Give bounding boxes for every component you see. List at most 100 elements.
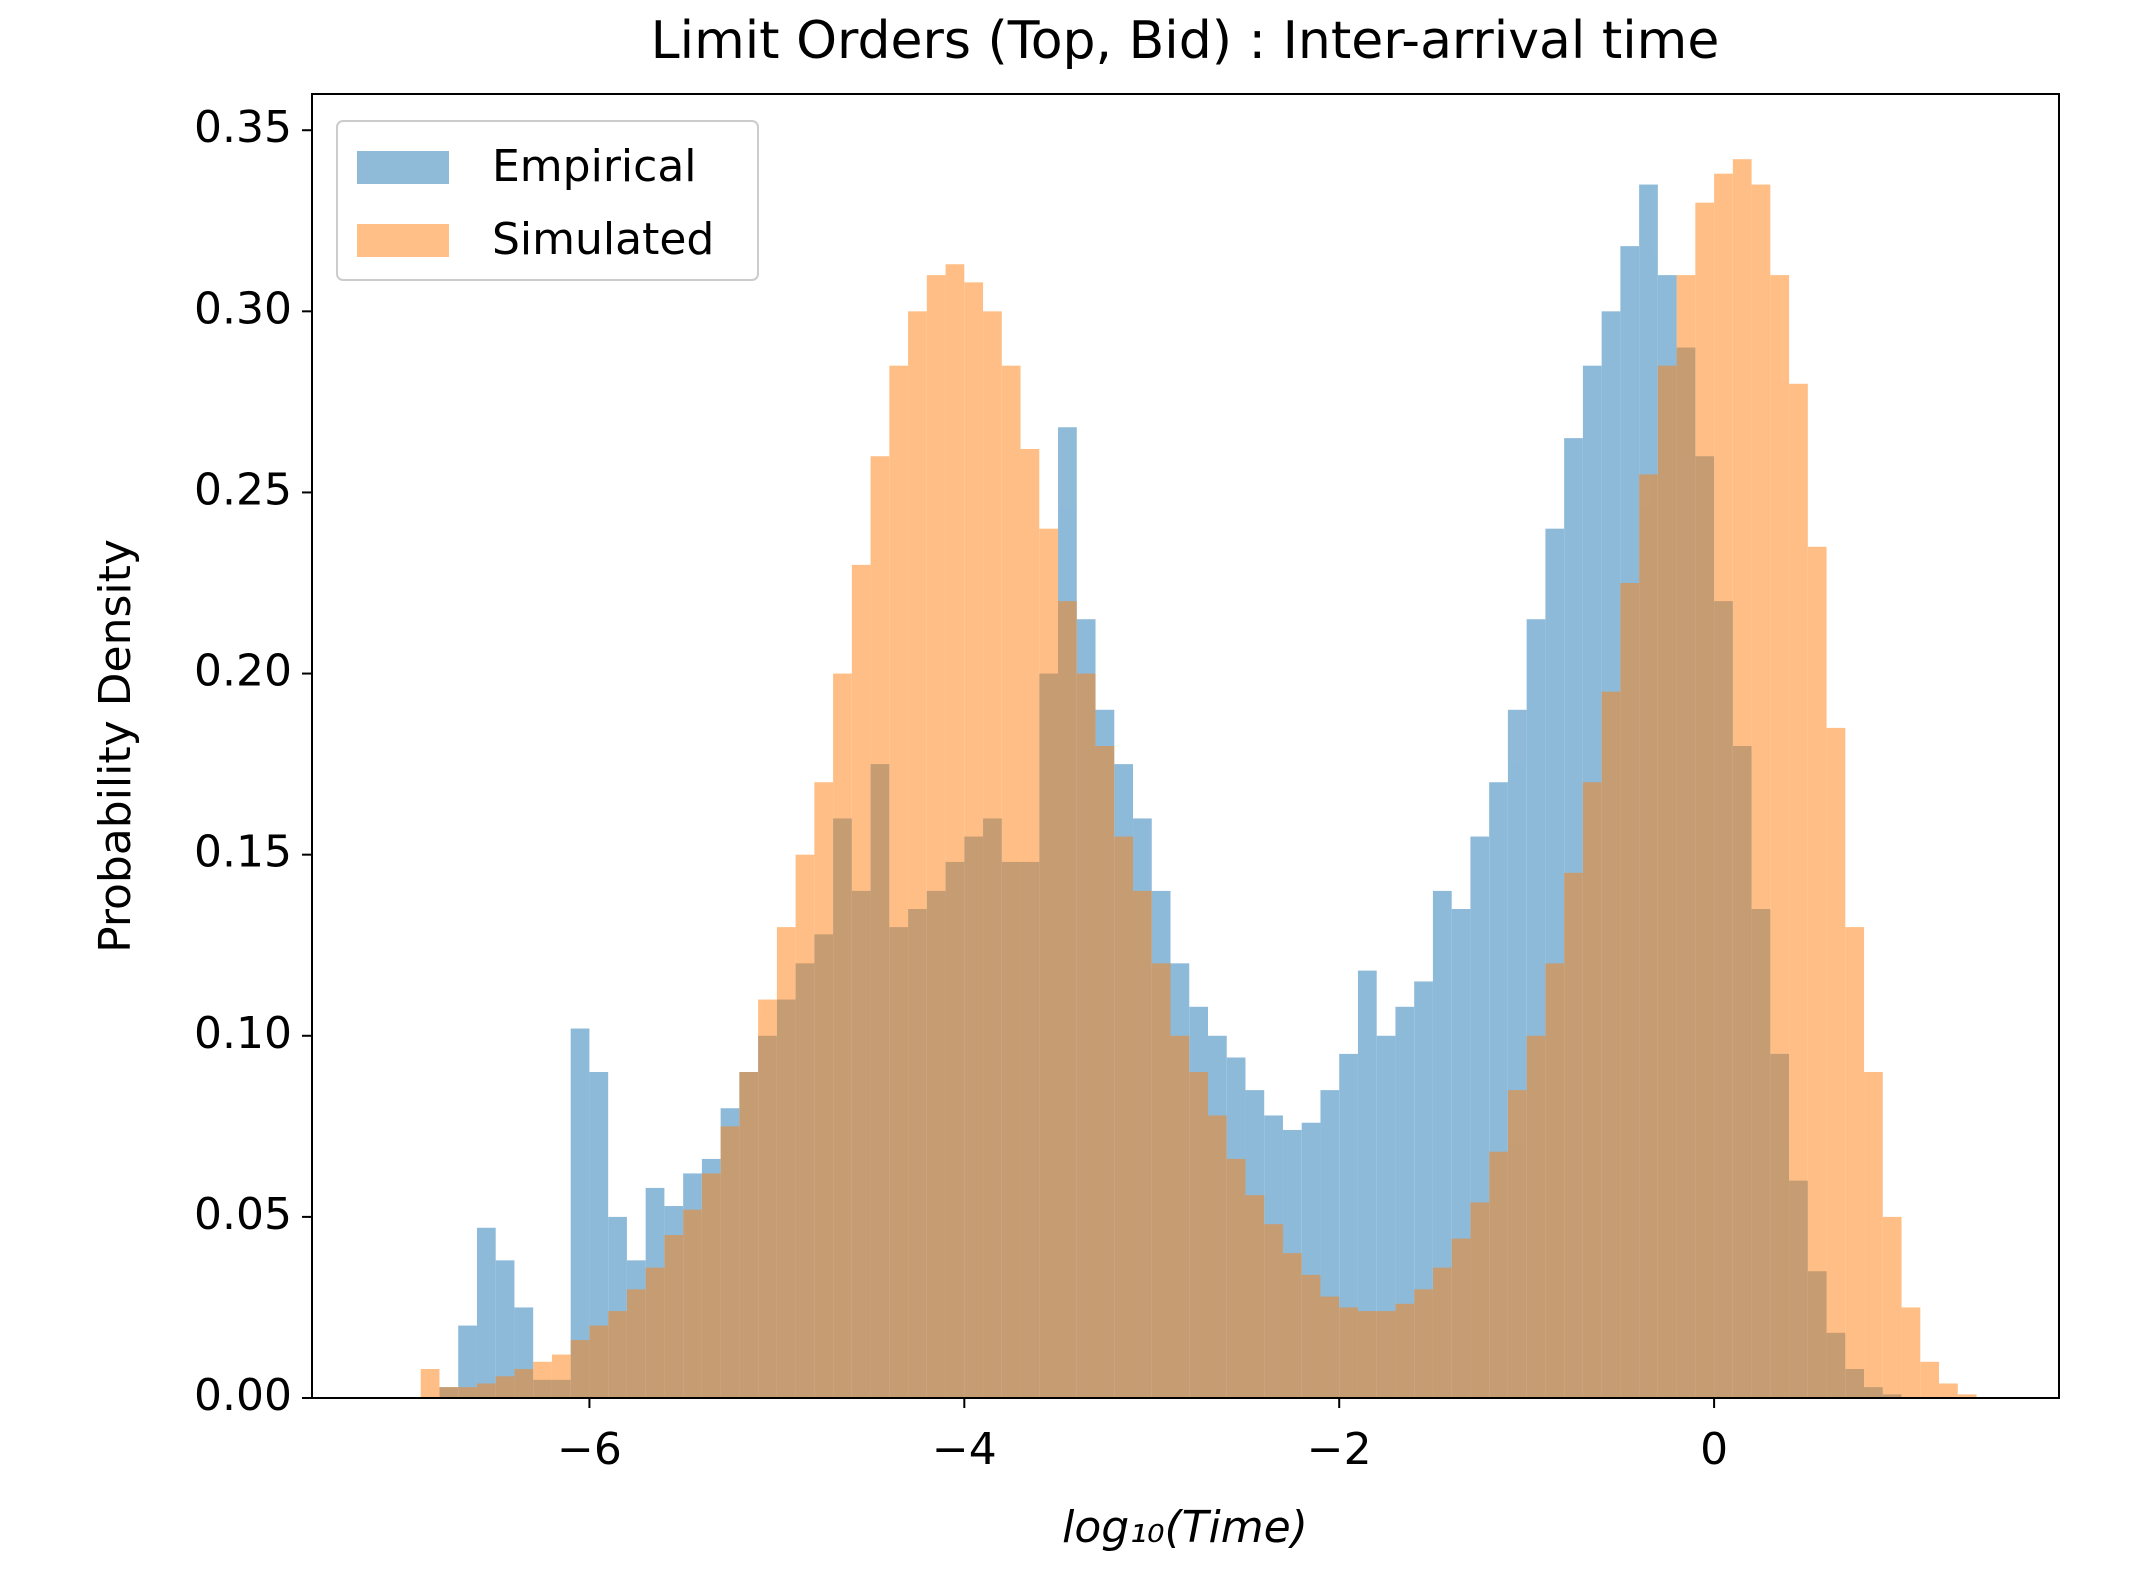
histogram-bar xyxy=(551,1354,571,1398)
histogram-bar xyxy=(495,1260,515,1398)
histogram-bar xyxy=(945,264,965,1399)
histogram-bar xyxy=(664,1235,684,1398)
x-axis-label: log₁₀(Time) xyxy=(1062,1502,1308,1553)
histogram-bar xyxy=(1001,365,1021,1399)
histogram-bar xyxy=(964,282,984,1398)
histogram-bar xyxy=(1207,1115,1227,1398)
legend-swatch xyxy=(357,151,449,184)
histogram-bar xyxy=(1789,383,1808,1398)
histogram-bar xyxy=(1489,1151,1508,1398)
histogram-bar xyxy=(1395,1303,1415,1398)
y-tick-label: 0.25 xyxy=(194,464,292,515)
histogram-bar xyxy=(1882,1216,1902,1398)
histogram-bar xyxy=(908,311,927,1398)
histogram-bar xyxy=(1507,1090,1527,1398)
plot-frame xyxy=(311,93,2060,1399)
histogram-bar xyxy=(570,1340,590,1398)
legend-swatch xyxy=(357,224,449,257)
histogram-bar xyxy=(720,1126,740,1398)
histogram-bar xyxy=(814,782,834,1398)
y-tick-label: 0.20 xyxy=(194,646,292,697)
histogram-bar xyxy=(1695,202,1715,1399)
histogram-bar xyxy=(1058,601,1077,1398)
histogram-bar xyxy=(1076,673,1096,1398)
histogram-bar xyxy=(1357,970,1377,1398)
histogram-bar xyxy=(1957,1394,1977,1398)
histogram-bar xyxy=(420,1369,440,1398)
histogram-bar xyxy=(1920,1361,1940,1398)
histogram-bar xyxy=(1751,184,1771,1399)
histogram-bar xyxy=(608,1311,627,1398)
y-tick-label: 0.35 xyxy=(194,102,292,153)
histogram-bar xyxy=(514,1369,534,1398)
histogram-bar xyxy=(476,1227,496,1398)
histogram-bar xyxy=(1676,275,1696,1399)
histogram-bar xyxy=(1095,746,1115,1398)
histogram-bar xyxy=(701,1173,721,1398)
chart-title: Limit Orders (Top, Bid) : Inter-arrival … xyxy=(651,11,1720,71)
histogram-bar xyxy=(1770,275,1790,1399)
histogram-bar xyxy=(1545,963,1565,1398)
histogram-bar xyxy=(1226,1158,1246,1398)
y-tick-label: 0.00 xyxy=(194,1370,292,1421)
histogram-bar xyxy=(870,456,890,1398)
histogram-bar xyxy=(1564,872,1583,1398)
histogram-bar xyxy=(626,1289,646,1398)
histogram-bar xyxy=(1357,1311,1377,1398)
histogram-bar xyxy=(1601,691,1621,1398)
histogram-bar xyxy=(1620,583,1640,1398)
y-axis-label: Probability Density xyxy=(90,539,141,953)
histogram-bar xyxy=(1339,1307,1358,1398)
histogram-bar xyxy=(439,1387,459,1398)
histogram-bar xyxy=(1901,1307,1921,1398)
histogram-bar xyxy=(1320,1296,1340,1398)
histogram-bar xyxy=(1732,159,1752,1399)
histogram-bar xyxy=(1414,1289,1433,1398)
histogram-bar xyxy=(1639,474,1658,1398)
y-tick-label: 0.10 xyxy=(194,1008,292,1059)
histogram-bar xyxy=(739,1072,759,1398)
histogram-bar xyxy=(776,927,796,1398)
histogram-bar xyxy=(1395,1006,1415,1398)
histogram-bar xyxy=(476,1383,496,1398)
histogram-bar xyxy=(1939,1383,1958,1398)
histogram-bar xyxy=(458,1325,477,1398)
histogram-bar xyxy=(889,365,909,1399)
histogram-bar xyxy=(1170,1035,1190,1398)
histogram-bar xyxy=(495,1376,515,1398)
histogram-bar xyxy=(926,275,946,1399)
histogram-bar xyxy=(1470,1202,1490,1398)
histogram-bar xyxy=(589,1072,609,1398)
y-tick-label: 0.05 xyxy=(194,1189,292,1240)
histogram-bar xyxy=(983,311,1002,1398)
x-tick-label: 0 xyxy=(1700,1424,1728,1475)
histogram-bar xyxy=(1714,173,1733,1399)
histogram-bar xyxy=(1376,1311,1396,1398)
histogram-bar xyxy=(1245,1195,1265,1398)
histogram-bar xyxy=(570,1028,590,1398)
histogram-bar xyxy=(1264,1224,1283,1398)
y-tick-label: 0.30 xyxy=(194,283,292,334)
histogram-bar xyxy=(758,999,777,1398)
histogram-bar xyxy=(1451,1238,1471,1398)
histogram-bar xyxy=(1020,448,1040,1398)
histogram-bar xyxy=(1189,1072,1208,1398)
histogram-bar xyxy=(833,673,852,1398)
histogram-bar xyxy=(1826,727,1846,1398)
histogram-bar xyxy=(1376,1035,1396,1398)
histogram-bar xyxy=(1845,927,1865,1398)
x-tick-label: −6 xyxy=(557,1424,622,1475)
series-1 xyxy=(420,159,1977,1399)
histogram-bar xyxy=(1657,365,1677,1399)
histogram-bar xyxy=(1133,890,1152,1398)
histogram-bar xyxy=(533,1361,552,1398)
legend-label: Empirical xyxy=(492,141,697,192)
histogram-bar xyxy=(683,1209,702,1398)
histogram-bar xyxy=(1582,782,1602,1398)
histogram-bar xyxy=(458,1387,477,1398)
histogram-bar xyxy=(1114,836,1134,1398)
x-tick-label: −4 xyxy=(932,1424,997,1475)
histogram-bar xyxy=(851,564,871,1398)
histogram-bar xyxy=(589,1325,609,1398)
